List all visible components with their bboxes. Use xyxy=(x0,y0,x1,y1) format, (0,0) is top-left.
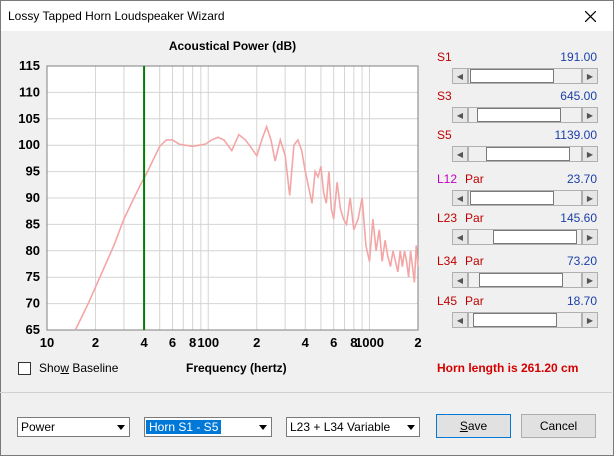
save-button[interactable]: Save xyxy=(436,414,511,438)
y-tick-label: 75 xyxy=(26,269,40,284)
x-tick-label: 6 xyxy=(169,335,176,350)
x-tick-label: 4 xyxy=(140,335,148,350)
scroll-right-icon[interactable]: ▶ xyxy=(582,107,598,123)
mode-combo-value: Power xyxy=(21,420,56,434)
y-tick-label: 90 xyxy=(26,190,40,205)
acoustical-power-chart: Acoustical Power (dB) 115 110 105 100 95 90 85 8… xyxy=(18,39,421,350)
variable-combo[interactable]: L23 + L34 Variable xyxy=(286,417,420,437)
scroll-right-icon[interactable]: ▶ xyxy=(582,312,598,328)
scroll-left-icon[interactable]: ◀ xyxy=(452,272,468,288)
y-tick-label: 70 xyxy=(26,296,40,311)
slider-label: S1 xyxy=(437,50,452,64)
x-tick-label: 4 xyxy=(302,335,310,350)
close-button[interactable] xyxy=(567,1,613,31)
scroll-left-icon[interactable]: ◀ xyxy=(452,190,468,206)
chevron-down-icon xyxy=(113,419,128,435)
slider-thumb[interactable] xyxy=(473,313,557,327)
x-tick-label: 2 xyxy=(92,335,99,350)
scroll-left-icon[interactable]: ◀ xyxy=(452,68,468,84)
slider-label: L12 Par xyxy=(437,172,484,186)
y-tick-label: 85 xyxy=(26,216,40,231)
y-tick-label: 110 xyxy=(19,84,40,99)
scroll-right-icon[interactable]: ▶ xyxy=(582,146,598,162)
x-tick-label: 8 xyxy=(350,335,357,350)
x-tick-label: 100 xyxy=(197,335,219,350)
slider-thumb[interactable] xyxy=(470,191,554,205)
slider-thumb[interactable] xyxy=(486,147,570,161)
y-tick-label: 115 xyxy=(19,58,40,73)
par-label: Par xyxy=(465,254,484,268)
window-title: Lossy Tapped Horn Loudspeaker Wizard xyxy=(8,9,225,23)
slider-label: S5 xyxy=(437,128,452,142)
horn-length-readout: Horn length is 261.20 cm xyxy=(437,361,579,375)
slider-s1: S1 191.00 ◀ ▶ xyxy=(437,50,598,90)
chart-title: Acoustical Power (dB) xyxy=(169,39,296,53)
slider-value: 18.70 xyxy=(566,294,597,308)
slider-thumb[interactable] xyxy=(477,108,561,122)
slider-thumb[interactable] xyxy=(479,273,563,287)
separator xyxy=(0,392,612,393)
x-tick-label: 6 xyxy=(330,335,337,350)
x-tick-label: 1000 xyxy=(355,335,384,350)
slider-l34: L34 Par 73.20 ◀ ▶ xyxy=(437,254,598,294)
slider-s3: S3 645.00 ◀ ▶ xyxy=(437,89,598,129)
slider-value: 73.20 xyxy=(566,254,597,268)
x-tick-label: 2 xyxy=(414,335,421,350)
par-label: Par xyxy=(465,172,484,186)
scroll-left-icon[interactable]: ◀ xyxy=(452,107,468,123)
slider-l23: L23 Par 145.60 ◀ ▶ xyxy=(437,211,598,251)
slider-value: 145.60 xyxy=(560,211,597,225)
cancel-button[interactable]: Cancel xyxy=(521,414,596,438)
show-baseline-checkbox[interactable] xyxy=(18,362,31,375)
y-tick-label: 100 xyxy=(18,137,40,152)
title-bar: Lossy Tapped Horn Loudspeaker Wizard xyxy=(1,1,613,31)
slider-s5: S5 1139.00 ◀ ▶ xyxy=(437,128,598,168)
scroll-right-icon[interactable]: ▶ xyxy=(582,272,598,288)
slider-value: 1139.00 xyxy=(554,128,598,142)
y-tick-label: 80 xyxy=(26,243,40,258)
close-icon xyxy=(584,10,596,22)
slider-value: 645.00 xyxy=(560,89,597,103)
slider-thumb[interactable] xyxy=(470,69,554,83)
scroll-right-icon[interactable]: ▶ xyxy=(582,190,598,206)
variable-combo-value: L23 + L34 Variable xyxy=(290,420,391,434)
y-tick-label: 105 xyxy=(18,111,40,126)
x-tick-label: 8 xyxy=(189,335,196,350)
scroll-left-icon[interactable]: ◀ xyxy=(452,146,468,162)
y-tick-label: 95 xyxy=(26,164,40,179)
scroll-left-icon[interactable]: ◀ xyxy=(452,229,468,245)
horn-combo-value: Horn S1 - S5 xyxy=(146,420,222,434)
slider-label: L45 Par xyxy=(437,294,484,308)
scroll-right-icon[interactable]: ▶ xyxy=(582,68,598,84)
scroll-right-icon[interactable]: ▶ xyxy=(582,229,598,245)
show-baseline-label[interactable]: Show Baseline xyxy=(39,361,119,375)
slider-l45: L45 Par 18.70 ◀ ▶ xyxy=(437,294,598,334)
horn-combo[interactable]: Horn S1 - S5 xyxy=(144,417,272,437)
slider-value: 191.00 xyxy=(560,50,597,64)
y-tick-label: 65 xyxy=(26,322,40,337)
plot-frame xyxy=(46,65,419,331)
par-label: Par xyxy=(465,211,484,225)
slider-value: 23.70 xyxy=(566,172,597,186)
chevron-down-icon xyxy=(255,419,270,435)
power-series-line xyxy=(74,124,419,331)
scroll-left-icon[interactable]: ◀ xyxy=(452,312,468,328)
slider-l12: L12 Par 23.70 ◀ ▶ xyxy=(437,172,598,212)
slider-thumb[interactable] xyxy=(493,230,577,244)
slider-label: L23 Par xyxy=(437,211,484,225)
mode-combo[interactable]: Power xyxy=(17,417,130,437)
x-tick-label: 10 xyxy=(40,335,54,350)
chevron-down-icon xyxy=(403,419,418,435)
slider-label: L34 Par xyxy=(437,254,484,268)
par-label: Par xyxy=(465,294,484,308)
frequency-axis-label: Frequency (hertz) xyxy=(186,361,287,375)
save-button-label: Save xyxy=(459,419,488,433)
cancel-button-label: Cancel xyxy=(539,419,578,433)
x-tick-label: 2 xyxy=(253,335,260,350)
slider-label: S3 xyxy=(437,89,452,103)
